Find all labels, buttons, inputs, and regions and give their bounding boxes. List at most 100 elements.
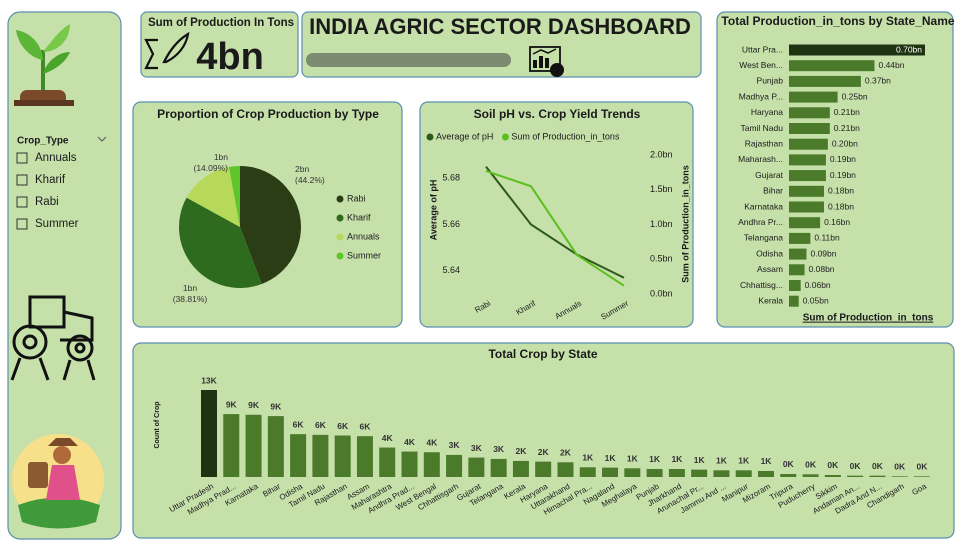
bar[interactable] — [789, 154, 826, 166]
bar[interactable] — [356, 436, 373, 477]
bar[interactable] — [668, 468, 685, 477]
legend-swatch[interactable] — [336, 195, 344, 203]
dropdown-chevron[interactable] — [97, 136, 107, 142]
data-label: 6K — [360, 421, 372, 431]
bar[interactable] — [789, 91, 838, 103]
legend-swatch[interactable] — [336, 214, 344, 222]
data-label: 2K — [538, 447, 550, 457]
bar[interactable] — [691, 469, 708, 477]
legend-label[interactable]: Kharif — [347, 212, 371, 222]
bar[interactable] — [401, 451, 418, 477]
bar[interactable] — [646, 468, 663, 477]
checkbox[interactable] — [16, 218, 28, 230]
checkbox[interactable] — [16, 152, 28, 164]
bar[interactable] — [891, 476, 908, 477]
y-tick-label: Rajasthan — [745, 138, 784, 148]
slicer-title: Crop_Type — [17, 136, 69, 147]
bar[interactable] — [334, 435, 351, 477]
bar[interactable] — [602, 467, 619, 477]
slicer-item[interactable]: Annuals — [35, 152, 77, 164]
pie-slice — [228, 166, 240, 227]
data-label: 1bn (14.09%) — [194, 152, 229, 173]
bar[interactable] — [824, 474, 841, 477]
legend-label[interactable]: Annuals — [347, 231, 380, 241]
y2-tick-label: 1.0bn — [650, 219, 673, 229]
bar[interactable] — [789, 248, 807, 260]
data-label: 2K — [515, 446, 527, 456]
bar[interactable] — [201, 390, 217, 477]
bar[interactable] — [789, 217, 821, 229]
bar[interactable] — [789, 264, 805, 276]
bar[interactable] — [789, 75, 861, 87]
bar[interactable] — [789, 295, 799, 307]
kpi-label: Sum of Production In Tons — [148, 17, 294, 29]
legend-label[interactable]: Summer — [347, 250, 381, 260]
slicer-item[interactable]: Kharif — [35, 174, 66, 186]
y-tick-label: 5.66 — [442, 219, 460, 229]
legend-label[interactable]: Sum of Production_in_tons — [511, 131, 620, 141]
bar[interactable] — [423, 452, 440, 477]
bar[interactable] — [789, 123, 830, 134]
bar[interactable] — [468, 457, 485, 477]
bar[interactable] — [789, 232, 811, 244]
bar[interactable] — [624, 468, 641, 477]
y-tick-label: Bihar — [763, 186, 783, 196]
bar[interactable] — [446, 454, 463, 477]
bar[interactable] — [802, 474, 819, 477]
data-label: 3K — [449, 440, 461, 450]
data-label: 0.06bn — [805, 280, 831, 290]
bar[interactable] — [312, 434, 329, 477]
bar[interactable] — [557, 462, 574, 477]
slicer-item[interactable]: Summer — [35, 218, 79, 230]
bar[interactable] — [535, 461, 552, 477]
y2-tick-label: 1.5bn — [650, 184, 673, 194]
data-label: 0.21bn — [834, 123, 860, 133]
bar[interactable] — [267, 416, 284, 477]
legend-label[interactable]: Rabi — [347, 193, 366, 203]
bar[interactable] — [579, 467, 596, 477]
data-label: 3K — [471, 443, 483, 453]
bar[interactable] — [789, 107, 830, 119]
legend-label[interactable]: Average of pH — [436, 131, 493, 141]
bar[interactable] — [789, 138, 828, 150]
data-label: 1K — [671, 454, 683, 464]
bar[interactable] — [789, 170, 826, 182]
legend-swatch[interactable] — [426, 133, 434, 141]
data-label: 6K — [315, 420, 327, 430]
bar[interactable] — [735, 470, 752, 477]
data-label: 0.18bn — [828, 201, 854, 211]
bar[interactable] — [789, 44, 925, 56]
bar[interactable] — [713, 470, 730, 477]
bar[interactable] — [789, 280, 801, 291]
bar[interactable] — [245, 414, 262, 477]
bar[interactable] — [847, 475, 864, 477]
bar[interactable] — [512, 460, 529, 477]
bar[interactable] — [780, 473, 797, 477]
bar[interactable] — [490, 458, 507, 477]
data-label: 1K — [649, 454, 661, 464]
data-label: 0.70bn — [896, 44, 922, 54]
legend-swatch[interactable] — [336, 233, 344, 241]
slicer-item[interactable]: Rabi — [35, 196, 59, 208]
pie-slice — [240, 166, 302, 284]
bar[interactable] — [913, 476, 930, 477]
bar[interactable] — [789, 201, 824, 213]
progress-bar — [306, 53, 511, 67]
legend-swatch[interactable] — [336, 252, 344, 260]
bar[interactable] — [869, 475, 886, 477]
y-tick-label: Odisha — [756, 248, 783, 258]
bar[interactable] — [789, 60, 875, 72]
data-label: 0.25bn — [842, 91, 868, 101]
farmer-icon — [12, 434, 104, 529]
data-label: 4K — [382, 433, 394, 443]
bar[interactable] — [290, 434, 307, 477]
data-label: 0K — [827, 460, 839, 470]
legend-swatch[interactable] — [501, 133, 509, 141]
checkbox[interactable] — [16, 174, 28, 186]
checkbox[interactable] — [16, 196, 28, 208]
bar[interactable] — [789, 185, 824, 197]
bar[interactable] — [223, 414, 240, 477]
bar[interactable] — [758, 470, 774, 477]
bar[interactable] — [379, 447, 396, 477]
